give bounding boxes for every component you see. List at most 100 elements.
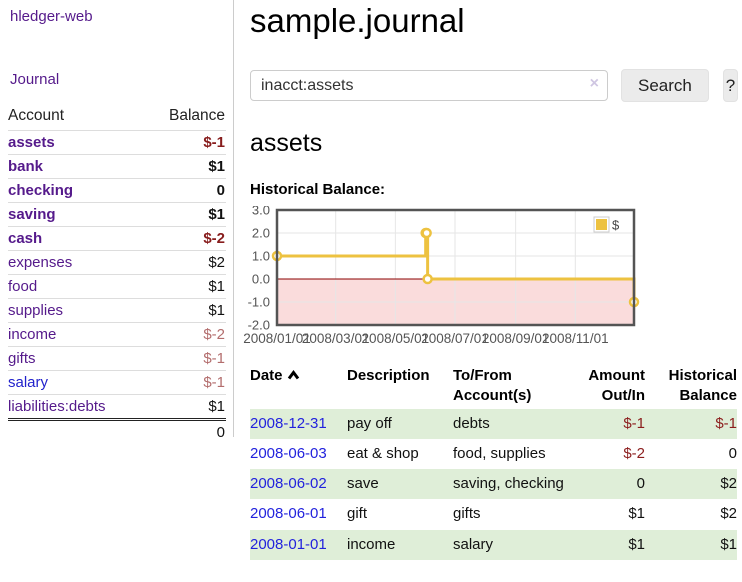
accounts-total-row: 0 (8, 418, 226, 444)
account-link[interactable]: supplies (8, 302, 64, 319)
transaction-description: eat & shop (347, 444, 419, 462)
page-title: sample.journal (250, 2, 465, 39)
svg-text:2008/05/01: 2008/05/01 (362, 331, 430, 346)
account-balance: $1 (145, 202, 226, 227)
sidebar-divider (233, 0, 234, 437)
svg-text:2008/11/01: 2008/11/01 (542, 331, 609, 346)
register-col-amount[interactable]: Amount Out/In (588, 367, 645, 405)
account-link[interactable]: food (8, 278, 38, 295)
transaction-accounts: salary (453, 535, 494, 553)
accounts-table: Account Balance assets $-1 bank $1 checking 0… (8, 104, 226, 444)
account-balance: $1 (145, 154, 226, 179)
transaction-accounts: saving, checking (453, 475, 564, 492)
register-table: Date Description To/From Account(s) Amount Ou… (250, 364, 737, 560)
accounts-col-account: Account (8, 107, 65, 124)
transaction-balance: $-1 (715, 414, 737, 432)
account-row: checking 0 (8, 178, 226, 203)
account-link[interactable]: cash (8, 230, 43, 247)
account-link[interactable]: checking (8, 182, 74, 199)
transaction-balance: $2 (720, 475, 737, 492)
register-row: 2008-12-31 pay off debts $-1 $-1 (250, 408, 737, 439)
transaction-date-link[interactable]: 2008-06-02 (250, 475, 327, 492)
sidebar-item-journal[interactable]: Journal (10, 71, 60, 88)
svg-text:2008/09/01: 2008/09/01 (482, 331, 550, 346)
svg-text:2008/07/01: 2008/07/01 (421, 331, 489, 346)
account-heading: assets (250, 129, 323, 157)
account-link[interactable]: expenses (8, 254, 73, 271)
register-col-tofrom[interactable]: To/From Account(s) (453, 367, 532, 405)
svg-text:3.0: 3.0 (252, 206, 270, 218)
account-row: salary $-1 (8, 370, 226, 395)
register-col-description[interactable]: Description (347, 367, 430, 384)
account-row: food $1 (8, 274, 226, 299)
register-col-date[interactable]: Date (250, 364, 347, 409)
account-row: cash $-2 (8, 226, 226, 251)
account-balance: $-1 (145, 370, 226, 395)
transaction-accounts: gifts (453, 505, 481, 523)
caret-up-icon (287, 370, 299, 380)
accounts-header-row: Account Balance (8, 104, 226, 131)
account-balance: $1 (145, 274, 226, 299)
account-balance: $2 (145, 250, 226, 275)
account-balance: $-1 (145, 346, 226, 371)
account-row: expenses $2 (8, 250, 226, 275)
svg-text:2008/01/01: 2008/01/01 (243, 331, 311, 346)
account-link[interactable]: gifts (8, 350, 36, 367)
search-form: × Search ? (250, 69, 738, 102)
transaction-balance: $1 (720, 535, 737, 553)
register-row: 2008-06-02 save saving, checking 0 $2 (250, 469, 737, 500)
main-content: sample.journal × Search ? assets Histori… (243, 0, 738, 560)
transaction-accounts: debts (453, 414, 490, 432)
help-button[interactable]: ? (722, 69, 738, 102)
account-balance: 0 (145, 178, 226, 203)
account-row: income $-2 (8, 322, 226, 347)
svg-text:1.0: 1.0 (252, 249, 270, 264)
account-link[interactable]: bank (8, 158, 44, 175)
register-col-historical[interactable]: Historical Balance (668, 367, 737, 405)
transaction-date-link[interactable]: 2008-06-01 (250, 505, 327, 523)
register-row: 2008-06-03 eat & shop food, supplies $-2 0 (250, 439, 737, 469)
account-link[interactable]: income (8, 326, 57, 343)
transaction-amount: $-1 (623, 414, 645, 432)
historical-balance-chart: $3.0 2.0 1.0 0.0 -1.0 -2.0 2008/01/01 2008/03/0… (242, 206, 738, 347)
transaction-description: gift (347, 505, 368, 523)
account-row: assets $-1 (8, 130, 226, 155)
transaction-date-link[interactable]: 2008-12-31 (250, 414, 327, 432)
transaction-date-link[interactable]: 2008-01-01 (250, 535, 327, 553)
account-row: bank $1 (8, 154, 226, 179)
account-balance: $-2 (145, 322, 226, 347)
transaction-accounts: food, supplies (453, 444, 546, 462)
account-link[interactable]: saving (8, 206, 56, 223)
sidebar: hledger-web Journal Account Balance asse… (0, 0, 233, 444)
transaction-amount: $-2 (623, 444, 645, 462)
account-link[interactable]: assets (8, 134, 55, 151)
transaction-amount: $1 (628, 535, 645, 553)
svg-text:0.0: 0.0 (252, 272, 270, 287)
search-input[interactable] (250, 70, 608, 101)
transaction-description: save (347, 475, 379, 492)
app-title-link[interactable]: hledger-web (10, 8, 93, 25)
svg-text:$: $ (612, 218, 620, 233)
search-button[interactable]: Search (621, 69, 709, 102)
account-row: saving $1 (8, 202, 226, 227)
register-row: 2008-01-01 income salary $1 $1 (250, 529, 737, 560)
accounts-col-balance: Balance (168, 107, 225, 124)
transaction-amount: 0 (636, 475, 645, 492)
account-link[interactable]: salary (8, 374, 49, 391)
account-row: gifts $-1 (8, 346, 226, 371)
svg-text:-2.0: -2.0 (248, 318, 270, 333)
transaction-date-link[interactable]: 2008-06-03 (250, 444, 327, 462)
search-input-wrap: × (250, 70, 608, 101)
account-balance: $-1 (145, 130, 226, 155)
chart-label: Historical Balance: (250, 181, 386, 198)
account-link[interactable]: liabilities:debts (8, 398, 106, 415)
register-header-row: Date Description To/From Account(s) Amount Ou… (250, 364, 737, 409)
register-row: 2008-06-01 gift gifts $1 $2 (250, 499, 737, 529)
transaction-balance: 0 (728, 444, 737, 462)
accounts-total-value: 0 (145, 418, 226, 444)
transaction-description: pay off (347, 414, 392, 432)
svg-text:-1.0: -1.0 (248, 295, 270, 310)
clear-search-icon[interactable]: × (589, 75, 599, 92)
account-row: supplies $1 (8, 298, 226, 323)
account-row: liabilities:debts $1 (8, 394, 226, 420)
